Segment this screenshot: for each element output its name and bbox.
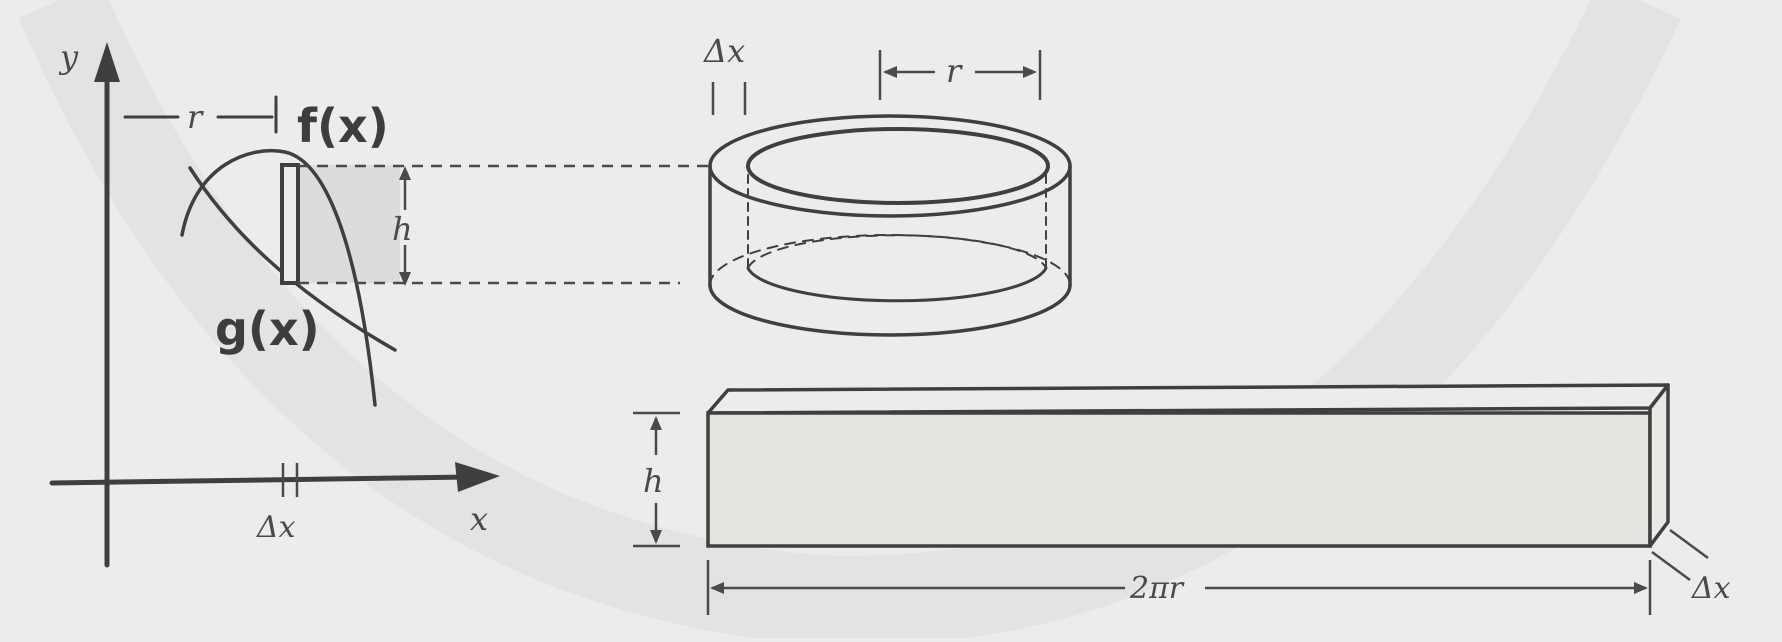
shell-radius-label: r	[946, 52, 963, 90]
f-function-label: f(x)	[297, 99, 389, 153]
unrolled-slab	[706, 383, 1670, 548]
graph-dx-ticks	[281, 463, 299, 497]
slab-dx-label: Δx	[1691, 571, 1731, 606]
graph-radius-dimension	[123, 95, 278, 134]
graph-panel: y x r f(x) h g	[49, 38, 500, 568]
f-curve	[180, 149, 377, 407]
graph-height-dimension	[399, 166, 411, 286]
graph-radius-label: r	[187, 98, 204, 136]
g-function-label: g(x)	[215, 302, 320, 356]
projection-lines	[298, 164, 708, 285]
shell-dx-dimension	[711, 82, 747, 115]
graph-height-label: h	[392, 210, 413, 248]
slab-dx-dimension	[1651, 528, 1709, 582]
y-axis-label: y	[58, 38, 79, 76]
representative-strip	[280, 163, 300, 285]
cylindrical-shell	[708, 114, 1072, 337]
g-curve	[188, 166, 397, 352]
slab-side-face	[1648, 383, 1670, 548]
shell-radius-dimension	[878, 50, 1042, 100]
slab-height-dimension	[633, 411, 680, 548]
shell-inner-top	[746, 127, 1050, 205]
x-axis-label: x	[470, 500, 488, 538]
shell-outer-bottom	[708, 283, 1072, 337]
slab-length-label: 2πr	[1129, 571, 1185, 606]
graph-dx-label: Δx	[256, 510, 296, 545]
y-axis-arrow-icon	[94, 42, 120, 82]
slab-height-label: h	[643, 462, 664, 500]
x-axis	[49, 462, 500, 492]
slab-length-dimension	[706, 560, 1652, 615]
slab-front-face	[706, 411, 1652, 548]
shell-dx-label: Δx	[702, 32, 745, 70]
slab-top-face	[706, 383, 1670, 415]
x-axis-arrow-icon	[455, 462, 500, 492]
background-shading	[18, 0, 1681, 642]
